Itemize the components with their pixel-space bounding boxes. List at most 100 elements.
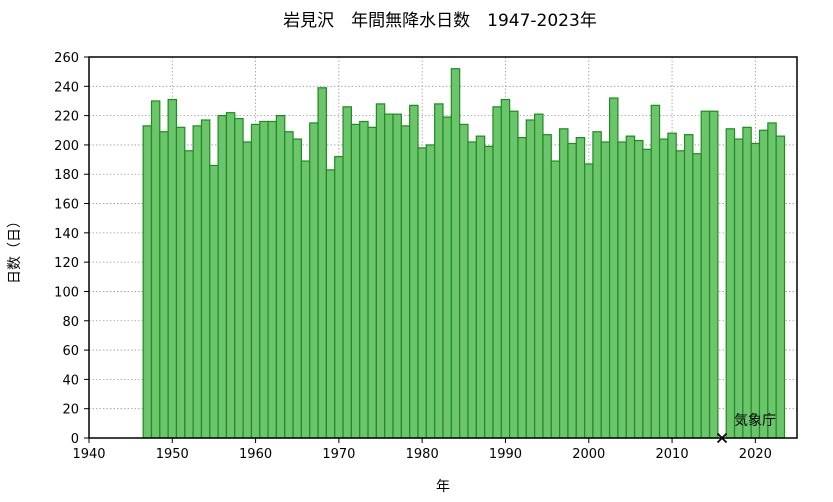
bar-2001 — [592, 131, 602, 439]
plot-frame — [88, 56, 798, 439]
bar-1953 — [192, 125, 203, 439]
bar-1993 — [525, 119, 536, 439]
tick-marks — [84, 56, 756, 443]
y-tick-label: 260 — [54, 51, 79, 66]
bar-1967 — [309, 122, 319, 439]
x-tick-label: 2020 — [739, 447, 772, 462]
bar-1995 — [542, 134, 552, 439]
bar-2004 — [617, 141, 627, 439]
bar-1982 — [434, 103, 444, 439]
bar-1976 — [384, 113, 394, 439]
y-tick-label: 80 — [62, 315, 79, 330]
bar-1971 — [342, 106, 352, 439]
y-tick-label: 60 — [62, 344, 79, 359]
bar-2009 — [658, 138, 669, 439]
y-tick-label: 160 — [54, 198, 79, 213]
bar-2022 — [767, 122, 777, 439]
bar-2023 — [775, 135, 786, 439]
y-tick-label: 40 — [62, 373, 79, 388]
bar-1959 — [242, 141, 253, 439]
bar-2002 — [600, 141, 611, 439]
missing-marker-2016 — [716, 432, 728, 444]
bar-1956 — [217, 115, 228, 439]
y-tick-label: 180 — [54, 168, 79, 183]
x-tick-label: 1990 — [489, 447, 522, 462]
bar-1969 — [325, 169, 336, 439]
bar-2014 — [700, 110, 711, 439]
bar-1949 — [159, 131, 169, 439]
bar-1991 — [509, 110, 519, 439]
bar-1970 — [334, 156, 344, 439]
x-axis-label: 年 — [436, 479, 450, 495]
y-tick-label: 0 — [71, 432, 79, 447]
bar-1962 — [267, 120, 278, 439]
bar-1977 — [392, 113, 402, 439]
bar-2000 — [583, 163, 594, 439]
bar-1952 — [184, 150, 194, 439]
x-tick-label: 1970 — [322, 447, 355, 462]
bar-1979 — [409, 104, 419, 439]
bar-2015 — [708, 110, 719, 439]
bar-1955 — [209, 164, 219, 439]
bar-1989 — [492, 106, 502, 439]
bar-2003 — [608, 97, 619, 439]
bar-1994 — [534, 113, 544, 439]
bar-1990 — [500, 98, 511, 439]
source-annotation: 気象庁 — [734, 413, 776, 429]
y-tick-label: 20 — [62, 403, 79, 418]
bar-2018 — [733, 138, 744, 439]
bar-1957 — [225, 112, 236, 439]
bar-2008 — [650, 104, 661, 439]
bar-1961 — [259, 120, 269, 439]
bar-1996 — [550, 160, 561, 439]
bar-1988 — [484, 145, 494, 439]
bar-2020 — [750, 142, 761, 439]
bar-1999 — [575, 136, 586, 439]
y-tick-label: 120 — [54, 256, 79, 271]
bar-2017 — [725, 128, 736, 439]
missing-markers — [716, 432, 728, 444]
y-axis-label: 日数（日） — [7, 214, 23, 284]
bar-2019 — [742, 126, 752, 439]
x-tick-label: 2000 — [572, 447, 605, 462]
x-tick-label: 1960 — [239, 447, 272, 462]
y-tick-labels: 0 20 40 60 80 100 120 140 160 180 200 220 240 260 — [54, 51, 79, 447]
bar-1972 — [350, 123, 361, 439]
bar-1954 — [200, 119, 211, 439]
bar-2021 — [758, 129, 769, 439]
x-tick-labels: 1940 1950 1960 1970 1980 1990 2000 2010 2020 — [72, 447, 771, 462]
bar-1965 — [292, 138, 302, 439]
bar-1950 — [167, 98, 178, 439]
bar-1963 — [275, 115, 286, 439]
bar-2007 — [642, 148, 652, 439]
bar-1980 — [417, 147, 427, 439]
bar-1947 — [142, 125, 153, 439]
x-tick-label: 1980 — [406, 447, 439, 462]
bar-1997 — [559, 128, 569, 439]
bar-1974 — [367, 126, 377, 439]
bar-1951 — [175, 126, 186, 439]
x-tick-label: 2010 — [656, 447, 689, 462]
bar-1973 — [359, 120, 369, 439]
bars — [142, 68, 786, 439]
bar-2011 — [675, 150, 686, 439]
y-tick-label: 100 — [54, 285, 79, 300]
bar-2006 — [633, 139, 644, 439]
bar-1998 — [567, 142, 577, 439]
bar-1978 — [400, 125, 411, 439]
bar-2010 — [667, 132, 677, 439]
bar-1987 — [475, 135, 486, 439]
bar-1968 — [317, 87, 327, 439]
x-tick-label: 1950 — [156, 447, 189, 462]
bar-1992 — [517, 136, 527, 439]
bar-1986 — [467, 141, 477, 439]
bar-1964 — [284, 131, 294, 439]
bar-1948 — [150, 100, 161, 439]
y-tick-label: 140 — [54, 227, 79, 242]
x-tick-label: 1940 — [72, 447, 105, 462]
bar-1966 — [300, 160, 311, 439]
chart-title: 岩見沢 年間無降水日数 1947-2023年 — [283, 11, 597, 31]
bar-2005 — [625, 135, 636, 439]
